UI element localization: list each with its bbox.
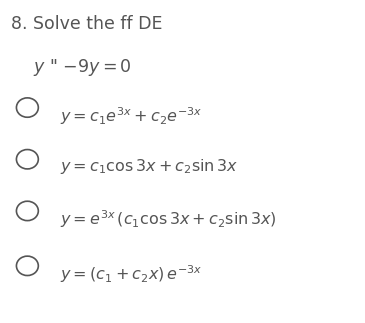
Text: $\mathit{y} = (c_1 + c_2x)\,e^{-3x}$: $\mathit{y} = (c_1 + c_2x)\,e^{-3x}$ bbox=[60, 263, 203, 285]
Text: 8. Solve the ff DE: 8. Solve the ff DE bbox=[11, 15, 162, 33]
Text: $\mathit{y} = c_1 \cos 3x + c_2 \sin 3x$: $\mathit{y} = c_1 \cos 3x + c_2 \sin 3x$ bbox=[60, 157, 239, 176]
Text: $\mathit{y} = e^{3x}\,(c_1 \cos 3x + c_2 \sin 3x)$: $\mathit{y} = e^{3x}\,(c_1 \cos 3x + c_2… bbox=[60, 208, 277, 230]
Text: $\mathit{y} = c_1e^{3x} + c_2e^{-3x}$: $\mathit{y} = c_1e^{3x} + c_2e^{-3x}$ bbox=[60, 105, 203, 127]
Text: $\mathit{y}$ " $-9\mathit{y} = 0$: $\mathit{y}$ " $-9\mathit{y} = 0$ bbox=[33, 57, 132, 78]
